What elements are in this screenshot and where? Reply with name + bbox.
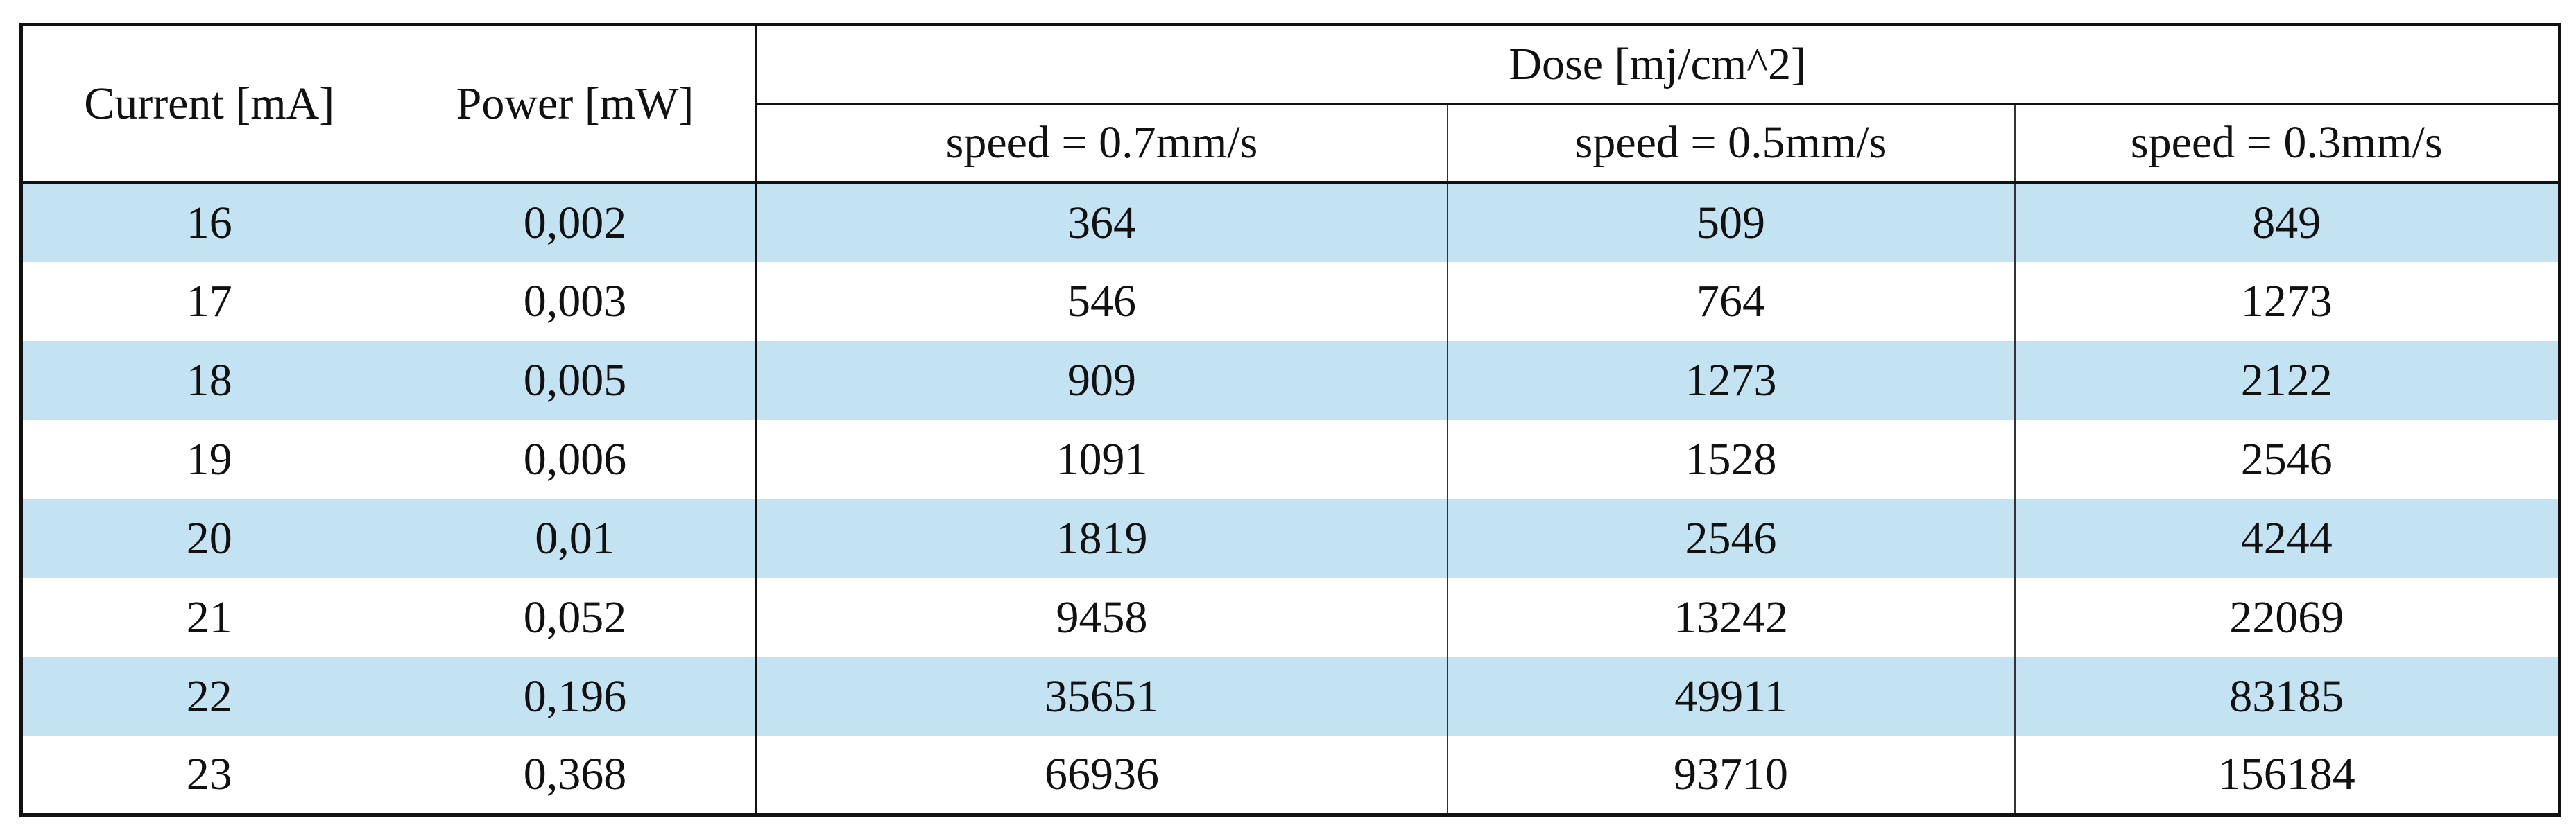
table-cell: 93710 [1446,736,2015,815]
table-cell: 20 [21,499,396,578]
table-cell: 9458 [754,578,1448,657]
table-row: 23 0,368 66936 93710 156184 [22,736,2560,815]
table-cell: 35651 [754,657,1448,736]
table-cell: 19 [186,433,232,485]
table-cell: 23 [186,749,232,800]
table-row: 21 0,052 9458 13242 22069 [22,578,2560,657]
table-row: 18 0,005 909 1273 2122 [21,340,2560,420]
column-header: Power [mW] [395,24,756,184]
table-row: 20 0,01 1819 2546 4244 [21,499,2560,578]
table-cell: 22 [21,657,396,736]
table-cell: 546 [754,261,1448,341]
table-cell: 1273 [2013,261,2560,341]
table-cell: 1528 [1446,419,2015,499]
table-cell: 2122 [2013,340,2560,420]
table-row: 19 0,006 1091 1528 2546 [22,419,2560,499]
table-cell: 1091 [754,419,1448,499]
table-row: 16 0,002 364 509 849 [21,182,2560,262]
table-cell: 2546 [1446,499,2015,578]
table-cell: 0,005 [395,340,756,420]
table-cell: 0,368 [523,749,627,800]
table-cell: 0,006 [523,433,627,485]
dose-table: Current [mA] Power [mW] Dose [mj/cm^2] s… [19,23,2561,817]
table-cell: 17 [186,275,232,327]
table-cell: 16 [21,182,396,262]
table-row: 22 0,196 35651 49911 83185 [21,657,2560,736]
column-header: speed = 0.3mm/s [2013,103,2560,184]
table-cell: 364 [754,182,1448,262]
table-cell: 764 [1446,261,2015,341]
table-cell: 0,003 [523,275,627,327]
table-row: 17 0,003 546 764 1273 [22,261,2560,341]
table-cell: 0,052 [523,591,627,643]
table-cell: 13242 [1446,578,2015,657]
table-cell: 22069 [2013,578,2560,657]
column-header: Current [mA] [21,24,396,184]
column-header: speed = 0.7mm/s [754,103,1448,184]
table-header: Current [mA] Power [mW] Dose [mj/cm^2] s… [21,24,2560,184]
table-cell: 849 [2013,182,2560,262]
table-cell: 509 [1446,182,2015,262]
table-cell: 0,002 [395,182,756,262]
table-cell: 83185 [2013,657,2560,736]
table-cell: 49911 [1446,657,2015,736]
table-cell: 1819 [754,499,1448,578]
table-cell: 156184 [2013,736,2560,815]
table-cell: 4244 [2013,499,2560,578]
table-cell: 66936 [754,736,1448,815]
group-header: Dose [mj/cm^2] [754,24,2560,105]
table-cell: 21 [186,591,232,643]
table-body: 16 0,002 364 509 849 17 0,003 546 764 1273 18 0,005… [21,182,2560,815]
table-cell: 0,196 [395,657,756,736]
table-cell: 18 [21,340,396,420]
column-header: speed = 0.5mm/s [1446,103,2015,184]
table-cell: 2546 [2013,419,2560,499]
table-cell: 909 [754,340,1448,420]
table-cell: 1273 [1446,340,2015,420]
table-cell: 0,01 [395,499,756,578]
